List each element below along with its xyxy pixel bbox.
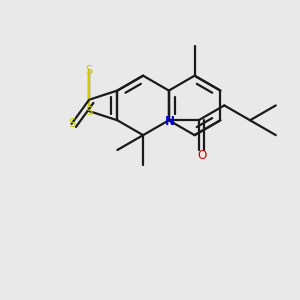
- Text: S: S: [68, 117, 75, 130]
- Text: N: N: [165, 115, 175, 128]
- Text: O: O: [197, 149, 206, 162]
- Text: S: S: [85, 105, 93, 118]
- Text: S: S: [85, 64, 93, 76]
